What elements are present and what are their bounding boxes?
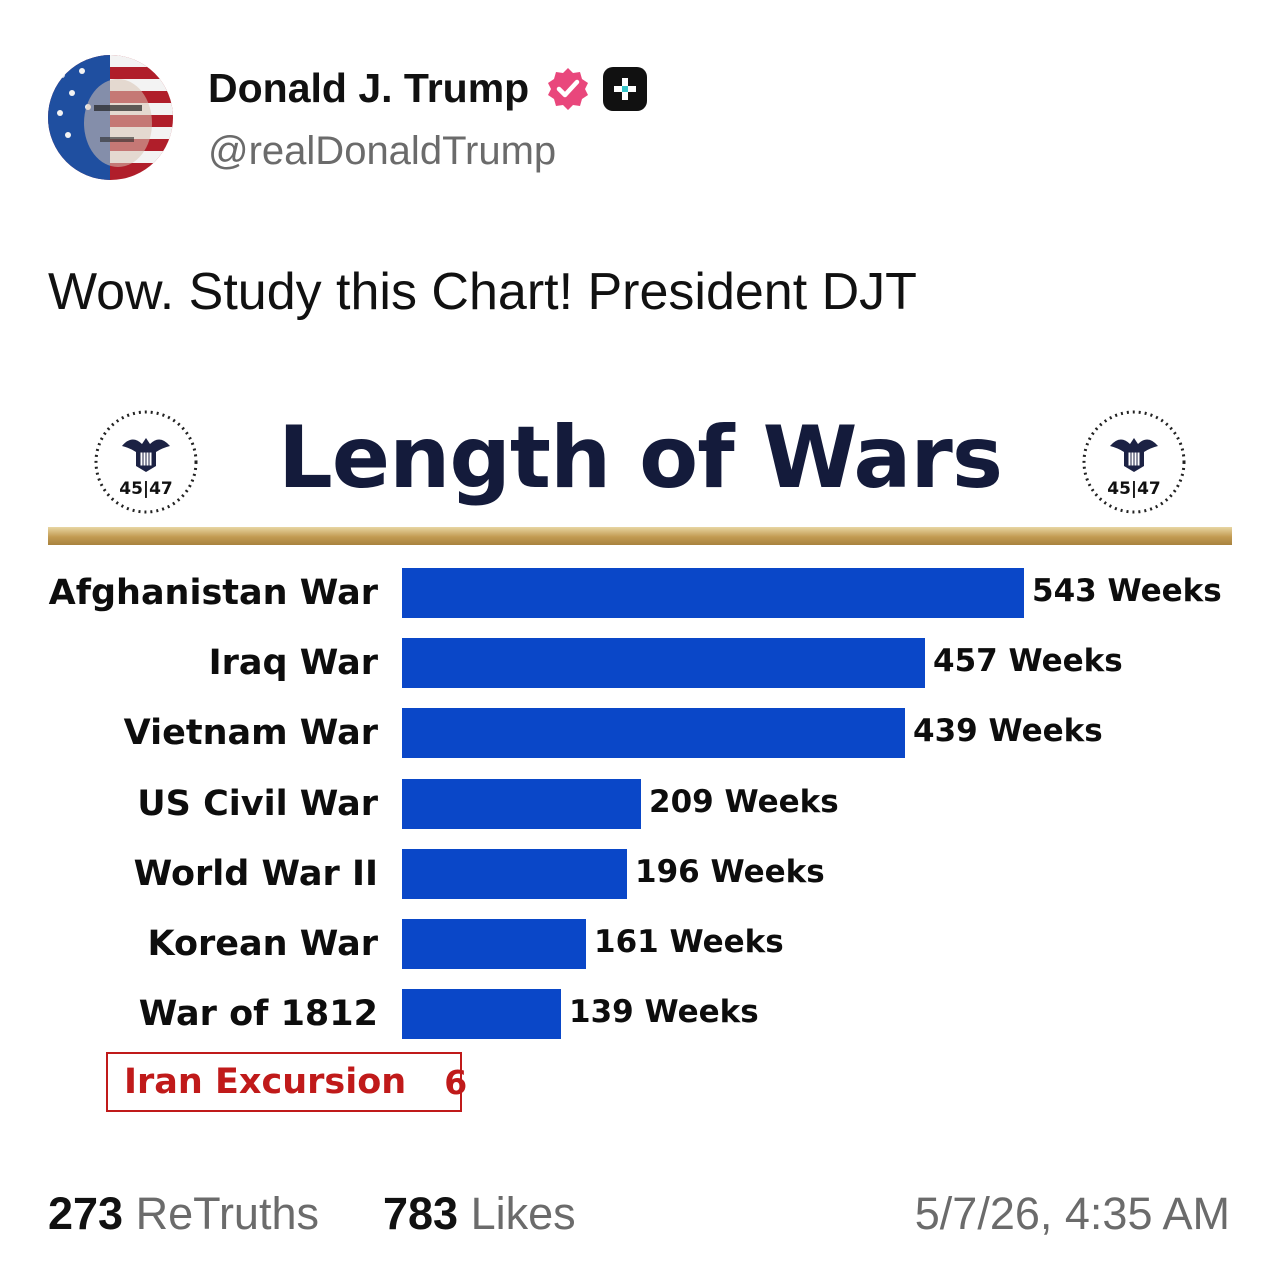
bar-category-label: Iraq War xyxy=(208,643,378,683)
title-divider xyxy=(48,527,1232,545)
retruths-count: 273 xyxy=(48,1188,124,1239)
likes-count: 783 xyxy=(383,1188,459,1239)
callout-label: Iran Excursion xyxy=(124,1062,407,1102)
bar-category-label: Korean War xyxy=(147,924,378,964)
seal-right-text: 45|47 xyxy=(1107,479,1161,499)
bar-value-label: 209 Weeks xyxy=(649,784,839,820)
plus-badge-icon xyxy=(603,66,648,111)
post-text: Wow. Study this Chart! President DJT xyxy=(48,263,917,321)
post-header: Donald J. Trump @realDonaldTrump xyxy=(48,55,1228,180)
callout-value: 6 xyxy=(444,1062,468,1102)
avatar[interactable] xyxy=(48,55,173,180)
seal-left-text: 45|47 xyxy=(119,479,173,499)
bar xyxy=(402,568,1024,618)
bar-value-label: 139 Weeks xyxy=(569,994,759,1030)
chart-title: Length of Wars xyxy=(277,408,1003,508)
post-footer: 273 ReTruths 783 Likes 5/7/26, 4:35 AM xyxy=(48,1188,1230,1248)
bar-category-label: Afghanistan War xyxy=(48,573,378,613)
bar xyxy=(402,779,641,829)
bar-value-label: 543 Weeks xyxy=(1032,573,1222,609)
bar xyxy=(402,849,627,899)
author-handle[interactable]: @realDonaldTrump xyxy=(208,129,557,173)
bar-category-label: World War II xyxy=(133,854,378,894)
bar-category-label: US Civil War xyxy=(137,784,378,824)
bar-value-label: 161 Weeks xyxy=(594,924,784,960)
retruths-label: ReTruths xyxy=(135,1188,319,1239)
post-timestamp[interactable]: 5/7/26, 4:35 AM xyxy=(914,1188,1230,1239)
bar xyxy=(402,638,925,688)
chart-image[interactable]: 45|47 45|47 Length of Wars Afghanistan W… xyxy=(46,400,1234,1130)
bar-value-label: 196 Weeks xyxy=(635,854,825,890)
author-row: Donald J. Trump xyxy=(208,65,648,112)
bar-value-label: 457 Weeks xyxy=(933,643,1123,679)
bar-category-label: War of 1812 xyxy=(138,994,378,1034)
likes-stat[interactable]: 783 Likes xyxy=(383,1188,576,1240)
retruths-stat[interactable]: 273 ReTruths xyxy=(48,1188,319,1240)
presidential-seal-icon: 45|47 xyxy=(92,408,200,516)
bar xyxy=(402,989,561,1039)
presidential-seal-icon: 45|47 xyxy=(1080,408,1188,516)
likes-label: Likes xyxy=(470,1188,576,1239)
bar xyxy=(402,708,905,758)
iran-excursion-callout: Iran Excursion 6 xyxy=(106,1052,467,1112)
bar-value-label: 439 Weeks xyxy=(913,713,1103,749)
bar-category-label: Vietnam War xyxy=(123,713,378,753)
author-name[interactable]: Donald J. Trump xyxy=(208,65,530,111)
verified-badge-icon xyxy=(545,66,591,112)
bar xyxy=(402,919,586,969)
